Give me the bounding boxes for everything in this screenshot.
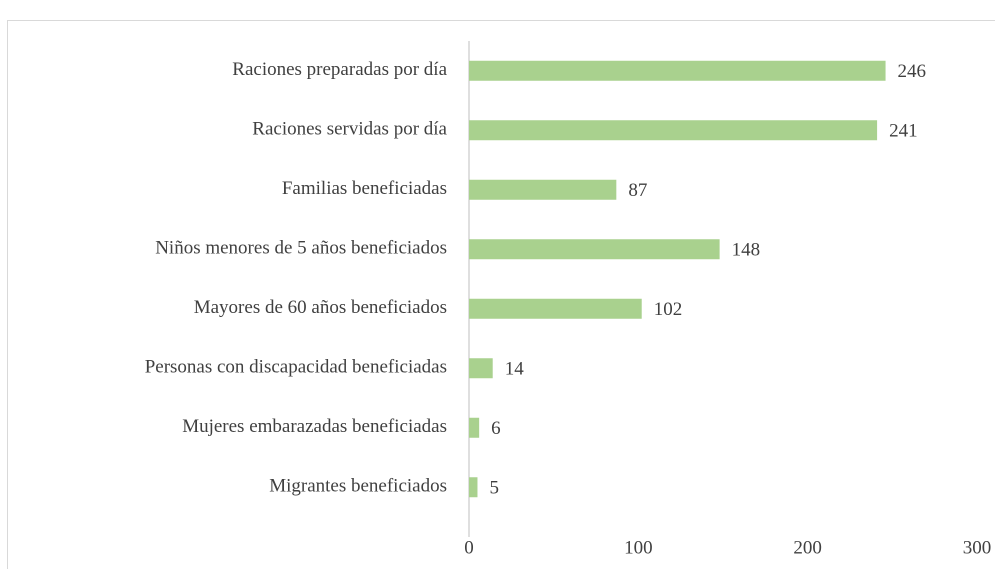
bar <box>469 417 480 438</box>
y-tick-label: Niños menores de 5 años beneficiados <box>155 238 447 259</box>
y-tick-label: Familias beneficiadas <box>282 178 447 199</box>
y-tick-label: Raciones servidas por día <box>252 119 447 140</box>
x-tick-label: 200 <box>793 537 822 558</box>
x-tick-label: 0 <box>464 537 474 558</box>
data-label: 87 <box>628 180 647 201</box>
y-tick-label: Personas con discapacidad beneficiadas <box>145 357 447 378</box>
bar <box>469 358 493 379</box>
bar <box>469 239 720 260</box>
y-tick-label: Raciones preparadas por día <box>232 59 447 80</box>
data-label: 246 <box>898 61 927 82</box>
data-label: 102 <box>654 299 683 320</box>
bar <box>469 298 642 319</box>
bar <box>469 179 617 200</box>
bar <box>469 120 878 141</box>
data-label: 148 <box>732 240 761 261</box>
data-label: 6 <box>491 418 501 439</box>
x-tick-label: 300 <box>963 537 992 558</box>
y-tick-label: Mujeres embarazadas beneficiadas <box>182 416 447 437</box>
data-label: 241 <box>889 121 918 142</box>
x-tick-label: 100 <box>624 537 653 558</box>
bar <box>469 477 478 498</box>
chart-frame <box>7 20 995 569</box>
y-tick-label: Mayores de 60 años beneficiados <box>194 297 447 318</box>
y-tick-label: Migrantes beneficiados <box>269 476 447 497</box>
bar <box>469 60 886 81</box>
data-label: 5 <box>489 478 499 499</box>
data-label: 14 <box>505 359 525 380</box>
